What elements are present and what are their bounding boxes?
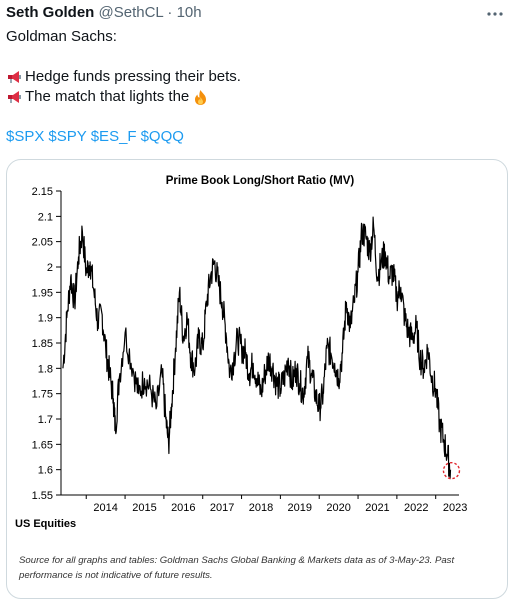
x-tick-label: 2019: [288, 502, 312, 514]
tweet-line-1: Goldman Sachs:: [6, 28, 117, 45]
author-handle[interactable]: @SethCL: [98, 4, 164, 21]
megaphone-icon: [8, 71, 21, 83]
y-tick-label: 1.95: [32, 287, 53, 299]
y-tick-label: 1.55: [32, 490, 53, 502]
x-tick-label: 2018: [249, 502, 273, 514]
y-tick-label: 1.7: [38, 414, 53, 426]
y-tick-label: 2.15: [32, 186, 53, 198]
megaphone-icon: [8, 91, 21, 103]
x-tick-label: 2021: [365, 502, 389, 514]
x-tick-label: 2014: [93, 502, 117, 514]
y-tick-label: 1.9: [38, 313, 53, 325]
tweet-line-2: Hedge funds pressing their bets.: [25, 68, 241, 85]
y-tick-label: 2: [47, 262, 53, 274]
y-tick-label: 2.05: [32, 237, 53, 249]
tweet-timestamp[interactable]: 10h: [176, 4, 202, 21]
x-tick-label: 2020: [326, 502, 350, 514]
source-note-line-2: performance is not indicative of future …: [18, 570, 213, 581]
cashtag-row: $SPX $SPY $ES_F $QQQ: [6, 127, 502, 147]
media-card[interactable]: Prime Book Long/Short Ratio (MV) 2.15 2.1…: [6, 159, 508, 599]
x-tick-label: 2016: [171, 502, 195, 514]
y-tick-label: 1.65: [32, 439, 53, 451]
fire-emoji-icon: [195, 89, 207, 105]
series-line: [62, 216, 452, 480]
cashtag-es-f[interactable]: $ES_F: [90, 128, 137, 145]
cashtag-spy[interactable]: $SPY: [48, 128, 87, 145]
y-axis: 2.15 2.1 2.05 2 1.95 1.9 1.85 1.8 1.75 1.7 1.65 1.6…: [32, 186, 62, 502]
chart-title: Prime Book Long/Short Ratio (MV): [166, 175, 355, 187]
x-axis: 2014 2015 2016 2017 2018 2019 2020 2021 2022 2023: [61, 494, 467, 514]
cashtag-spx[interactable]: $SPX: [6, 128, 45, 145]
y-tick-label: 1.6: [38, 465, 53, 477]
tweet-line-3: The match that lights the: [25, 88, 190, 105]
tweet-text: Goldman Sachs: Hedge funds pressing thei…: [6, 27, 502, 147]
chart: Prime Book Long/Short Ratio (MV) 2.152.1…: [15, 175, 467, 581]
author-name[interactable]: Seth Golden: [6, 4, 95, 21]
source-note-line-1: Source for all graphs and tables: Goldma…: [19, 555, 454, 566]
cashtag-qqq[interactable]: $QQQ: [140, 128, 184, 145]
header-separator: ·: [167, 4, 173, 21]
more-options-icon[interactable]: [484, 6, 506, 22]
x-tick-label: 2022: [404, 502, 428, 514]
chart-sublabel: US Equities: [15, 518, 76, 530]
x-tick-label: 2017: [210, 502, 234, 514]
y-tick-label: 1.75: [32, 389, 53, 401]
x-tick-label: 2023: [443, 502, 467, 514]
y-tick-label: 1.85: [32, 338, 53, 350]
y-tick-label: 1.8: [38, 363, 53, 375]
tweet-header: Seth Golden @SethCL · 10h: [6, 4, 506, 24]
highlight-circle: [442, 461, 461, 480]
plot-area: [62, 216, 461, 480]
y-tick-label: 2.1: [38, 211, 53, 223]
x-tick-label: 2015: [132, 502, 156, 514]
